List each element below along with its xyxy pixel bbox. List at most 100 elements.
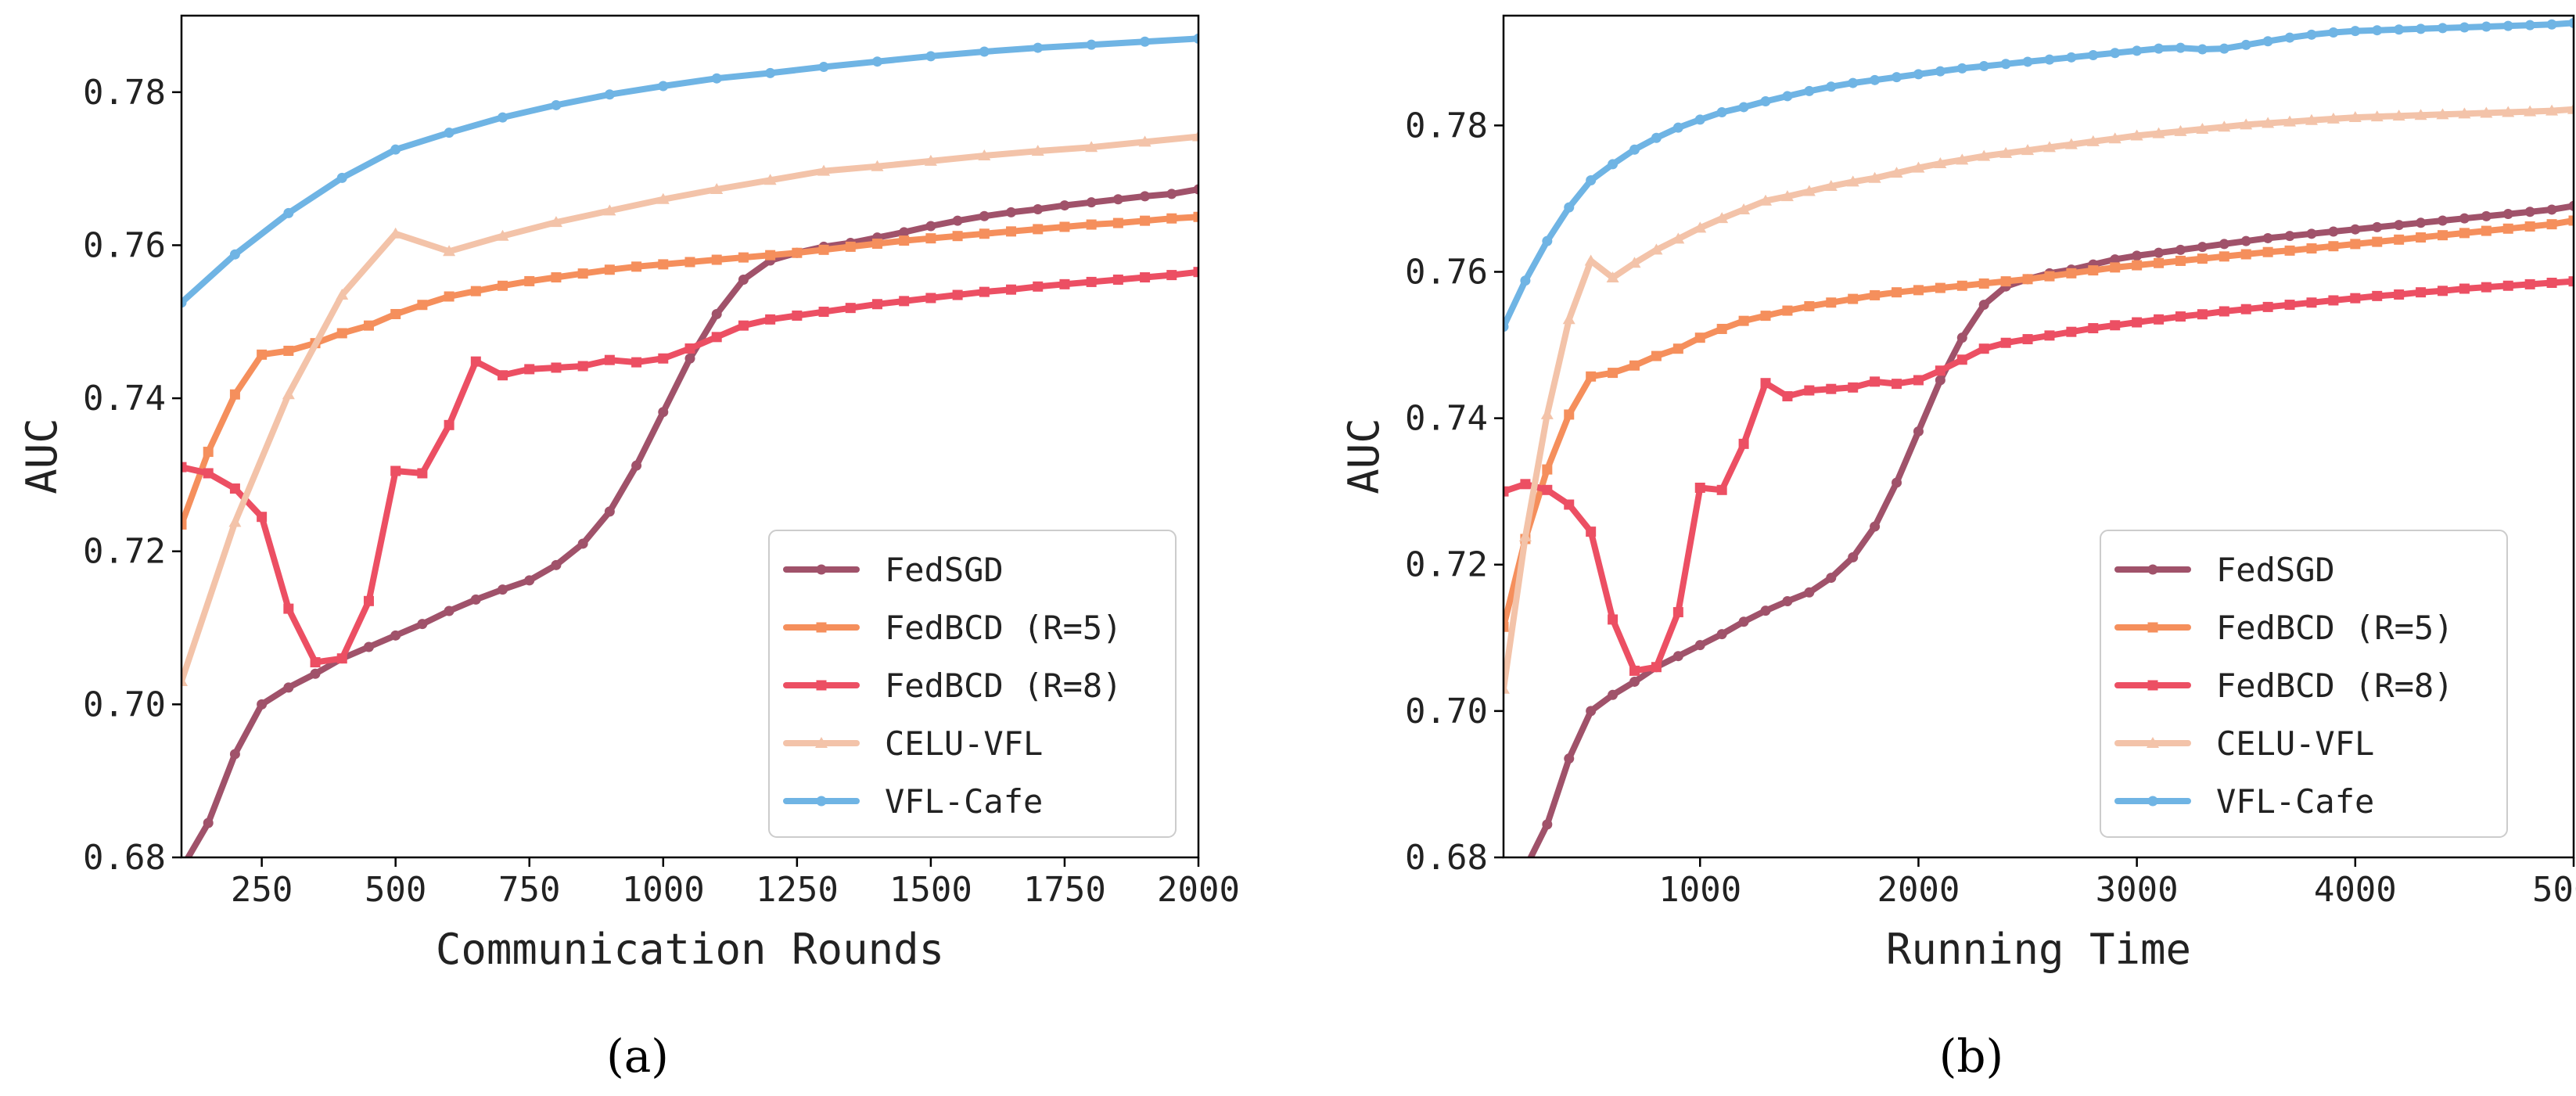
data-point [2481, 210, 2492, 221]
data-point [417, 468, 428, 479]
data-point [2306, 297, 2317, 308]
series-line [181, 35, 1198, 306]
legend-swatch-marker [2147, 737, 2159, 748]
data-point [496, 229, 509, 241]
data-point [2328, 241, 2339, 252]
legend-label: FedSGD [885, 551, 1004, 589]
data-point [1716, 212, 1729, 224]
data-point [2066, 326, 2077, 337]
data-point [1760, 311, 1771, 322]
data-point [1694, 221, 1707, 233]
data-point [2328, 295, 2339, 306]
data-point [1978, 61, 1989, 72]
data-point [2545, 104, 2559, 116]
data-point [2219, 43, 2229, 54]
data-point [181, 519, 187, 530]
data-point [2174, 124, 2187, 136]
data-point [2524, 278, 2535, 289]
data-point [1085, 141, 1098, 153]
data-point [1140, 272, 1151, 283]
data-point [1716, 323, 1727, 334]
data-point [2348, 111, 2362, 123]
data-point [1913, 426, 1924, 437]
data-point [2240, 304, 2251, 314]
data-point [1782, 391, 1793, 402]
data-point [792, 247, 803, 258]
data-point [2132, 260, 2143, 271]
data-point [336, 653, 347, 664]
data-point [1033, 224, 1044, 235]
data-point [1650, 243, 1663, 255]
data-point [1978, 149, 1991, 161]
data-point [2219, 239, 2229, 250]
data-point [1504, 322, 1509, 332]
data-point [845, 241, 856, 252]
data-point [979, 286, 990, 297]
data-point [389, 227, 402, 239]
data-point [2154, 314, 2165, 325]
data-point [1520, 275, 1531, 286]
data-point [1518, 530, 1532, 542]
data-point [2306, 29, 2317, 40]
data-point [417, 619, 428, 630]
data-point [1912, 161, 1925, 173]
data-point [203, 447, 214, 458]
data-point [2437, 286, 2448, 296]
data-point [2262, 232, 2273, 243]
data-point [978, 149, 991, 161]
y-tick-label: 0.74 [1405, 399, 1488, 439]
data-point [2416, 232, 2427, 243]
data-point [658, 353, 669, 364]
data-point [257, 512, 268, 523]
data-point [2546, 278, 2557, 289]
series-vfl-cafe [1504, 17, 2574, 332]
series-fedbcd-r-5 [181, 211, 1198, 530]
data-point [2524, 20, 2535, 31]
data-point [1608, 159, 1619, 170]
data-point [871, 238, 882, 249]
data-point [1651, 662, 1662, 673]
data-point [2044, 330, 2055, 341]
data-point [336, 289, 349, 300]
data-point [1033, 281, 1044, 292]
data-point [1628, 257, 1641, 268]
data-point [1192, 130, 1198, 142]
data-point [181, 297, 187, 308]
data-point [2284, 300, 2295, 311]
data-point [2416, 217, 2427, 228]
series-line [1504, 20, 2574, 330]
data-point [363, 595, 374, 606]
data-point [228, 516, 242, 527]
plot-area [181, 33, 1198, 857]
data-point [1826, 573, 1837, 584]
data-point [1956, 354, 1967, 365]
data-point [1738, 102, 1749, 113]
series-fedbcd-r-5 [1504, 215, 2574, 632]
data-point [2524, 207, 2535, 217]
data-point [2416, 287, 2427, 298]
plot-area [1504, 17, 2574, 857]
data-point [1520, 479, 1531, 490]
data-point [1716, 629, 1727, 640]
x-tick-label: 1750 [1023, 870, 1106, 910]
y-tick-label: 0.72 [1405, 545, 1488, 585]
data-point [1540, 408, 1554, 419]
data-point [2154, 43, 2165, 54]
legend-label: FedBCD (R=8) [2216, 667, 2453, 705]
data-point [2370, 110, 2384, 122]
data-point [2240, 118, 2253, 130]
data-point [2481, 21, 2492, 32]
data-point [1804, 300, 1815, 311]
data-point [1848, 552, 1859, 562]
data-point [1504, 682, 1510, 694]
legend: FedSGD FedBCD (R=5) FedBCD (R=8) CELU-VFL VF… [768, 530, 1177, 838]
legend-item: VFL-Cafe [783, 782, 1043, 821]
data-point [2350, 26, 2361, 37]
data-point [2262, 301, 2273, 312]
data-point [1694, 482, 1705, 493]
data-point [2110, 254, 2121, 265]
series-fedbcd-r-8 [1504, 276, 2574, 676]
data-point [2502, 223, 2513, 234]
data-point [2042, 141, 2056, 153]
x-tick-label: 1000 [622, 870, 705, 910]
